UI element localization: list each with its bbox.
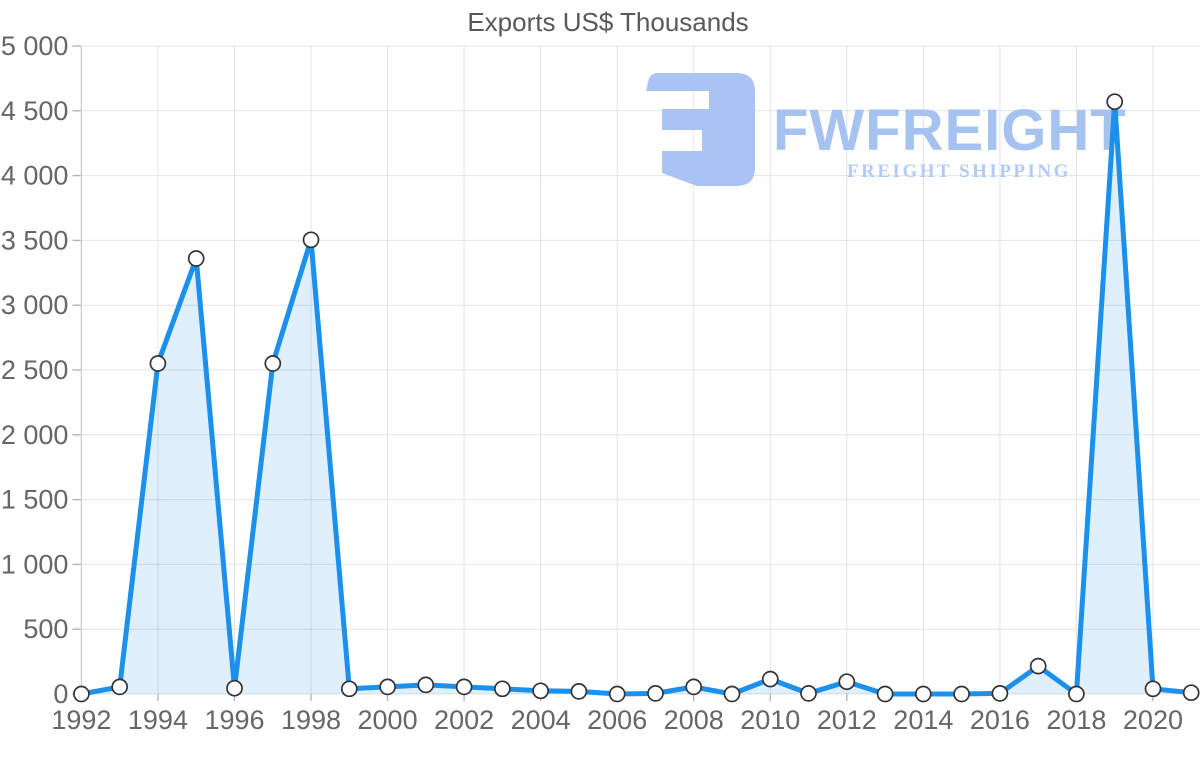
y-axis-label: 1 000 [1, 549, 69, 579]
data-point-2017[interactable] [1029, 657, 1047, 675]
data-point-2006[interactable] [608, 685, 626, 703]
y-axis-label: 3 000 [1, 290, 69, 320]
data-point-2004[interactable] [532, 682, 549, 700]
data-point-2000[interactable] [379, 678, 396, 696]
data-point-1996[interactable] [226, 679, 243, 697]
data-point-2015[interactable] [953, 685, 970, 703]
data-point-2021[interactable] [1182, 684, 1200, 702]
x-axis-label: 2020 [1123, 705, 1183, 735]
x-axis-label: 2004 [511, 705, 571, 735]
data-point-2014[interactable] [914, 685, 932, 703]
data-point-2013[interactable] [876, 685, 894, 703]
data-point-2003[interactable] [494, 680, 511, 698]
data-point-2001[interactable] [417, 676, 435, 694]
series-area-fill [81, 101, 1192, 694]
data-points [73, 93, 1200, 703]
data-point-1992[interactable] [73, 685, 90, 703]
data-point-2007[interactable] [647, 685, 664, 702]
data-point-2019[interactable] [1106, 93, 1124, 111]
data-point-2010[interactable] [761, 670, 779, 688]
watermark-tagline-text: FREIGHT SHIPPING [847, 161, 1071, 182]
data-point-2002[interactable] [455, 678, 473, 696]
y-axis-label: 500 [23, 614, 68, 644]
data-point-2005[interactable] [570, 683, 588, 700]
y-axis-label: 0 [53, 679, 68, 709]
x-axis-label: 1998 [281, 705, 341, 735]
data-point-1994[interactable] [149, 355, 167, 372]
x-axis-label: 2008 [664, 705, 724, 735]
x-axis-label: 2006 [587, 705, 647, 735]
data-point-1997[interactable] [264, 355, 282, 372]
x-axis-label: 2010 [740, 705, 800, 735]
x-axis-label: 1992 [51, 705, 111, 735]
x-axis-label: 2002 [434, 705, 494, 735]
data-point-2016[interactable] [991, 685, 1009, 702]
data-point-1995[interactable] [187, 250, 205, 267]
x-axis-label: 2016 [970, 705, 1030, 735]
x-axis-label: 2014 [893, 705, 953, 735]
data-point-2020[interactable] [1144, 680, 1162, 698]
x-axis-label: 1994 [128, 705, 188, 735]
data-point-1999[interactable] [340, 680, 358, 698]
y-axis-label: 1 500 [1, 485, 69, 515]
x-axis-label: 2000 [358, 705, 418, 735]
data-point-2012[interactable] [838, 673, 856, 691]
x-axis-label: 1996 [204, 705, 264, 735]
data-point-2018[interactable] [1068, 685, 1085, 703]
data-point-2011[interactable] [800, 685, 817, 702]
y-axis-label: 4 000 [1, 161, 69, 191]
y-axis-label: 2 500 [1, 355, 69, 385]
y-axis-label: 3 500 [1, 225, 69, 255]
data-point-2009[interactable] [723, 685, 741, 703]
watermark: FWFREIGHT FREIGHT SHIPPING [646, 73, 1127, 186]
y-axis-label: 2 000 [1, 420, 69, 450]
freight-logo-icon [646, 73, 755, 186]
y-axis-label: 5 000 [1, 31, 69, 61]
data-point-2008[interactable] [685, 678, 703, 696]
y-axis-label: 4 500 [1, 96, 69, 126]
data-point-1998[interactable] [302, 231, 320, 249]
data-point-1993[interactable] [111, 678, 129, 696]
watermark-brand-text: FWFREIGHT [773, 98, 1127, 163]
x-axis-label: 2018 [1046, 705, 1106, 735]
chart-title: Exports US$ Thousands [467, 7, 748, 37]
x-axis-label: 2012 [817, 705, 877, 735]
axis-labels: 0 500 1 000 1 500 2 000 2 500 3 000 3 500 4 000 4… [1, 31, 1183, 735]
area-fill [81, 101, 1192, 694]
